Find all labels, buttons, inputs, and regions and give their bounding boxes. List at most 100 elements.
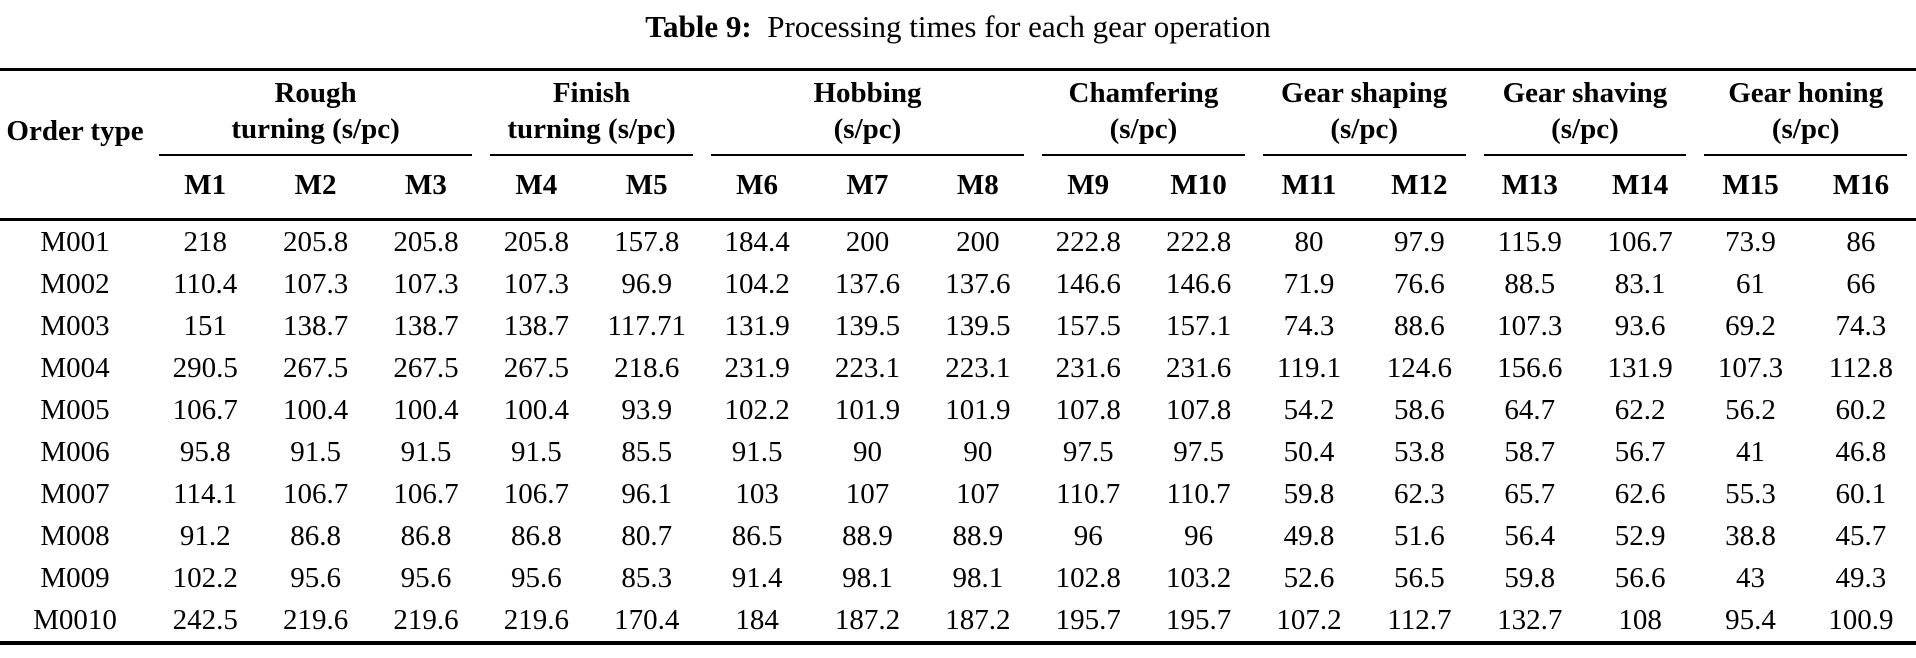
value-cell-m14: 52.9 (1614, 519, 1666, 552)
value-cell-m7: 137.6 (834, 267, 901, 300)
value-cell-m13: 107.3 (1497, 309, 1563, 342)
value-cell-m10: 222.8 (1165, 225, 1232, 258)
value-cell-m2: 107.3 (282, 267, 349, 300)
group-header-label-finish-turning: Finish turning (s/pc) (490, 75, 693, 156)
value-cell-m1: 102.2 (172, 561, 238, 594)
value-cell-m5: 218.6 (614, 351, 680, 384)
value-cell-m1: 110.4 (173, 267, 238, 300)
value-cell-m7: 139.5 (834, 309, 901, 342)
machine-header-m16: M16 (1805, 156, 1916, 221)
group-header-label-chamfering: Chamfering (s/pc) (1042, 75, 1245, 156)
value-cell-m16: 74.3 (1835, 309, 1887, 342)
table-row-m001: M001 218 205.8 205.8 205.8 157.8 184.4 200 200 22… (0, 220, 1916, 264)
value-cell-m12: 76.6 (1393, 267, 1445, 300)
value-cell-m8: 187.2 (922, 599, 1034, 645)
value-cell-m5: 96.9 (621, 267, 673, 300)
group-header-gear-shaping: Gear shaping (s/pc) (1254, 70, 1475, 156)
value-cell-m14: 56.6 (1614, 561, 1666, 594)
value-cell-m11: 59.8 (1283, 477, 1335, 510)
value-cell-m4: 86.8 (510, 519, 562, 552)
value-cell-m4: 107.3 (503, 267, 569, 300)
value-cell-m11: 80 (1294, 225, 1324, 258)
order-type-cell: M0010 (0, 599, 150, 645)
value-cell-m16: 100.9 (1805, 599, 1916, 645)
value-cell-m15: 38.8 (1725, 519, 1776, 552)
table-row-m008: M008 91.2 86.8 86.8 86.8 80.7 86.5 88.9 88.9 96 96… (0, 515, 1916, 557)
table-body: M001 218 205.8 205.8 205.8 157.8 184.4 200 200 22… (0, 220, 1916, 645)
group-header-finish-turning: Finish turning (s/pc) (481, 70, 702, 156)
value-cell-m14: 62.2 (1614, 393, 1666, 426)
value-cell-m7: 223.1 (834, 351, 901, 384)
value-cell-m7: 200 (845, 225, 890, 258)
value-cell-m14: 83.1 (1614, 267, 1666, 300)
order-type-cell: M009 (40, 561, 110, 594)
value-cell-m13: 115.9 (1497, 225, 1562, 258)
value-cell-m15: 43 (1736, 561, 1766, 594)
value-cell-m11: 74.3 (1283, 309, 1335, 342)
value-cell-m13: 58.7 (1504, 435, 1556, 468)
table-caption-title: Processing times for each gear operation (767, 9, 1271, 44)
value-cell-m5: 85.3 (621, 561, 673, 594)
group-header-line1: Gear honing (1728, 77, 1884, 109)
value-cell-m13: 65.7 (1504, 477, 1556, 510)
group-header-line1: Finish (552, 77, 631, 109)
machine-header-m4: M4 (481, 156, 592, 221)
group-header-line1: Chamfering (1068, 77, 1219, 109)
value-cell-m3: 95.6 (400, 561, 452, 594)
value-cell-m16: 60.1 (1835, 477, 1887, 510)
value-cell-m6: 184 (701, 599, 813, 645)
value-cell-m2: 86.8 (290, 519, 341, 552)
machine-header-m10: M10 (1143, 156, 1254, 221)
value-cell-m3: 138.7 (393, 309, 459, 342)
order-type-cell: M007 (40, 477, 110, 510)
group-header-line1: Hobbing (813, 77, 922, 109)
machine-header-m14: M14 (1584, 156, 1696, 221)
group-header-label-hobbing: Hobbing (s/pc) (710, 75, 1025, 156)
group-header-line2: (s/pc) (1771, 113, 1840, 145)
value-cell-m16: 60.2 (1835, 393, 1887, 426)
value-cell-m14: 106.7 (1607, 225, 1673, 258)
value-cell-m6: 131.9 (724, 309, 790, 342)
value-cell-m4: 100.4 (503, 393, 569, 426)
value-cell-m4: 95.6 (510, 561, 562, 594)
table-caption: Table 9: Processing times for each gear … (0, 0, 1916, 68)
value-cell-m5: 85.5 (621, 435, 673, 468)
value-cell-m12: 124.6 (1386, 351, 1452, 384)
value-cell-m4: 138.7 (503, 309, 569, 342)
value-cell-m2: 100.4 (282, 393, 349, 426)
order-type-cell: M003 (40, 309, 110, 342)
group-header-line2: (s/pc) (1109, 113, 1178, 145)
value-cell-m1: 290.5 (172, 351, 238, 384)
value-cell-m12: 56.5 (1393, 561, 1445, 594)
table-row-m004: M004 290.5 267.5 267.5 267.5 218.6 231.9 223.1 2… (0, 347, 1916, 389)
value-cell-m13: 56.4 (1504, 519, 1556, 552)
group-header-hobbing: Hobbing (s/pc) (702, 70, 1033, 156)
table-row-m009: M009 102.2 95.6 95.6 95.6 85.3 91.4 98.1 98.1 102… (0, 557, 1916, 599)
table-row-m005: M005 106.7 100.4 100.4 100.4 93.9 102.2 101.9 10… (0, 389, 1916, 431)
value-cell-m9: 110.7 (1056, 477, 1121, 510)
order-type-cell: M008 (40, 519, 110, 552)
machine-header-m15: M15 (1695, 156, 1806, 221)
value-cell-m3: 219.6 (370, 599, 482, 645)
value-cell-m1: 218 (183, 225, 227, 258)
value-cell-m11: 52.6 (1283, 561, 1335, 594)
value-cell-m12: 88.6 (1393, 309, 1445, 342)
value-cell-m6: 103 (735, 477, 779, 510)
value-cell-m2: 267.5 (282, 351, 349, 384)
machine-header-m13: M13 (1474, 156, 1585, 221)
value-cell-m12: 58.6 (1393, 393, 1445, 426)
order-type-cell: M004 (40, 351, 110, 384)
value-cell-m15: 95.4 (1695, 599, 1806, 645)
value-cell-m2: 138.7 (282, 309, 349, 342)
value-cell-m3: 86.8 (400, 519, 452, 552)
value-cell-m8: 88.9 (952, 519, 1004, 552)
value-cell-m10: 157.1 (1165, 309, 1232, 342)
value-cell-m1: 106.7 (172, 393, 238, 426)
value-cell-m1: 151 (183, 309, 227, 342)
value-cell-m16: 46.8 (1835, 435, 1887, 468)
value-cell-m12: 51.6 (1393, 519, 1445, 552)
value-cell-m16: 49.3 (1835, 561, 1887, 594)
value-cell-m2: 91.5 (290, 435, 341, 468)
order-type-header: Order type (0, 69, 150, 221)
value-cell-m3: 100.4 (393, 393, 459, 426)
